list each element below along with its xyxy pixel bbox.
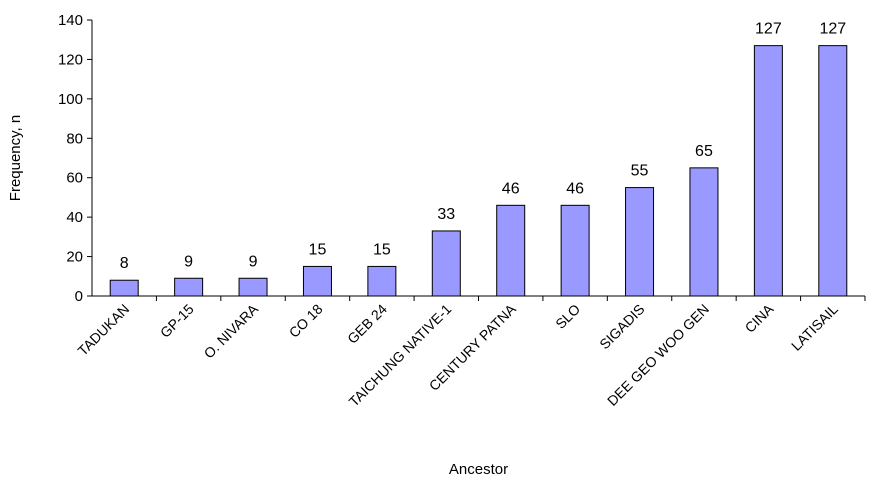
x-axis-title: Ancestor [449,461,508,478]
data-label: 55 [631,163,649,180]
bar [109,279,139,297]
category-label: SIGADIS [596,301,647,352]
data-label: 15 [373,241,391,258]
data-label: 127 [819,21,846,38]
y-tick-label: 140 [58,12,83,29]
bar [431,230,461,297]
bar [496,204,526,297]
category-label: CINA [742,300,777,335]
bar [689,167,719,297]
y-tick-label: 40 [66,209,83,226]
data-label: 46 [502,180,520,197]
data-label: 9 [184,253,193,270]
category-label: SLO [552,301,583,332]
category-label: GEB 24 [344,301,390,347]
y-tick-label: 100 [58,91,83,108]
bars [109,45,848,297]
y-tick-label: 120 [58,51,83,68]
bar [818,45,848,297]
y-tick-label: 60 [66,170,83,187]
bar [367,265,397,297]
y-axis-ticks: 0 20 40 60 80 100 120 140 [58,12,92,305]
bar [560,204,590,297]
y-tick-label: 20 [66,249,83,266]
category-label: TADUKAN [74,301,132,359]
data-label: 8 [120,255,129,272]
category-label: CO 18 [286,301,326,341]
bar [174,277,204,297]
y-tick-label: 0 [75,288,83,305]
data-label: 15 [309,241,327,258]
data-label: 9 [249,253,258,270]
y-tick-label: 80 [66,130,83,147]
category-label: LATISAIL [788,301,841,354]
data-label: 127 [755,21,782,38]
category-label: O. NIVARA [201,300,262,361]
data-labels: 8 9 9 15 15 33 46 46 55 65 127 127 [120,21,846,273]
data-label: 46 [566,180,584,197]
data-label: 33 [437,206,455,223]
bar [625,187,655,297]
category-labels: TADUKAN GP-15 O. NIVARA CO 18 GEB 24TAICHUNG… [74,296,866,410]
category-label: GP-15 [157,301,197,341]
y-axis-title: Frequency, n [7,115,24,201]
bar [753,45,783,297]
bar [238,277,268,297]
data-label: 65 [695,143,713,160]
bar [302,265,332,297]
